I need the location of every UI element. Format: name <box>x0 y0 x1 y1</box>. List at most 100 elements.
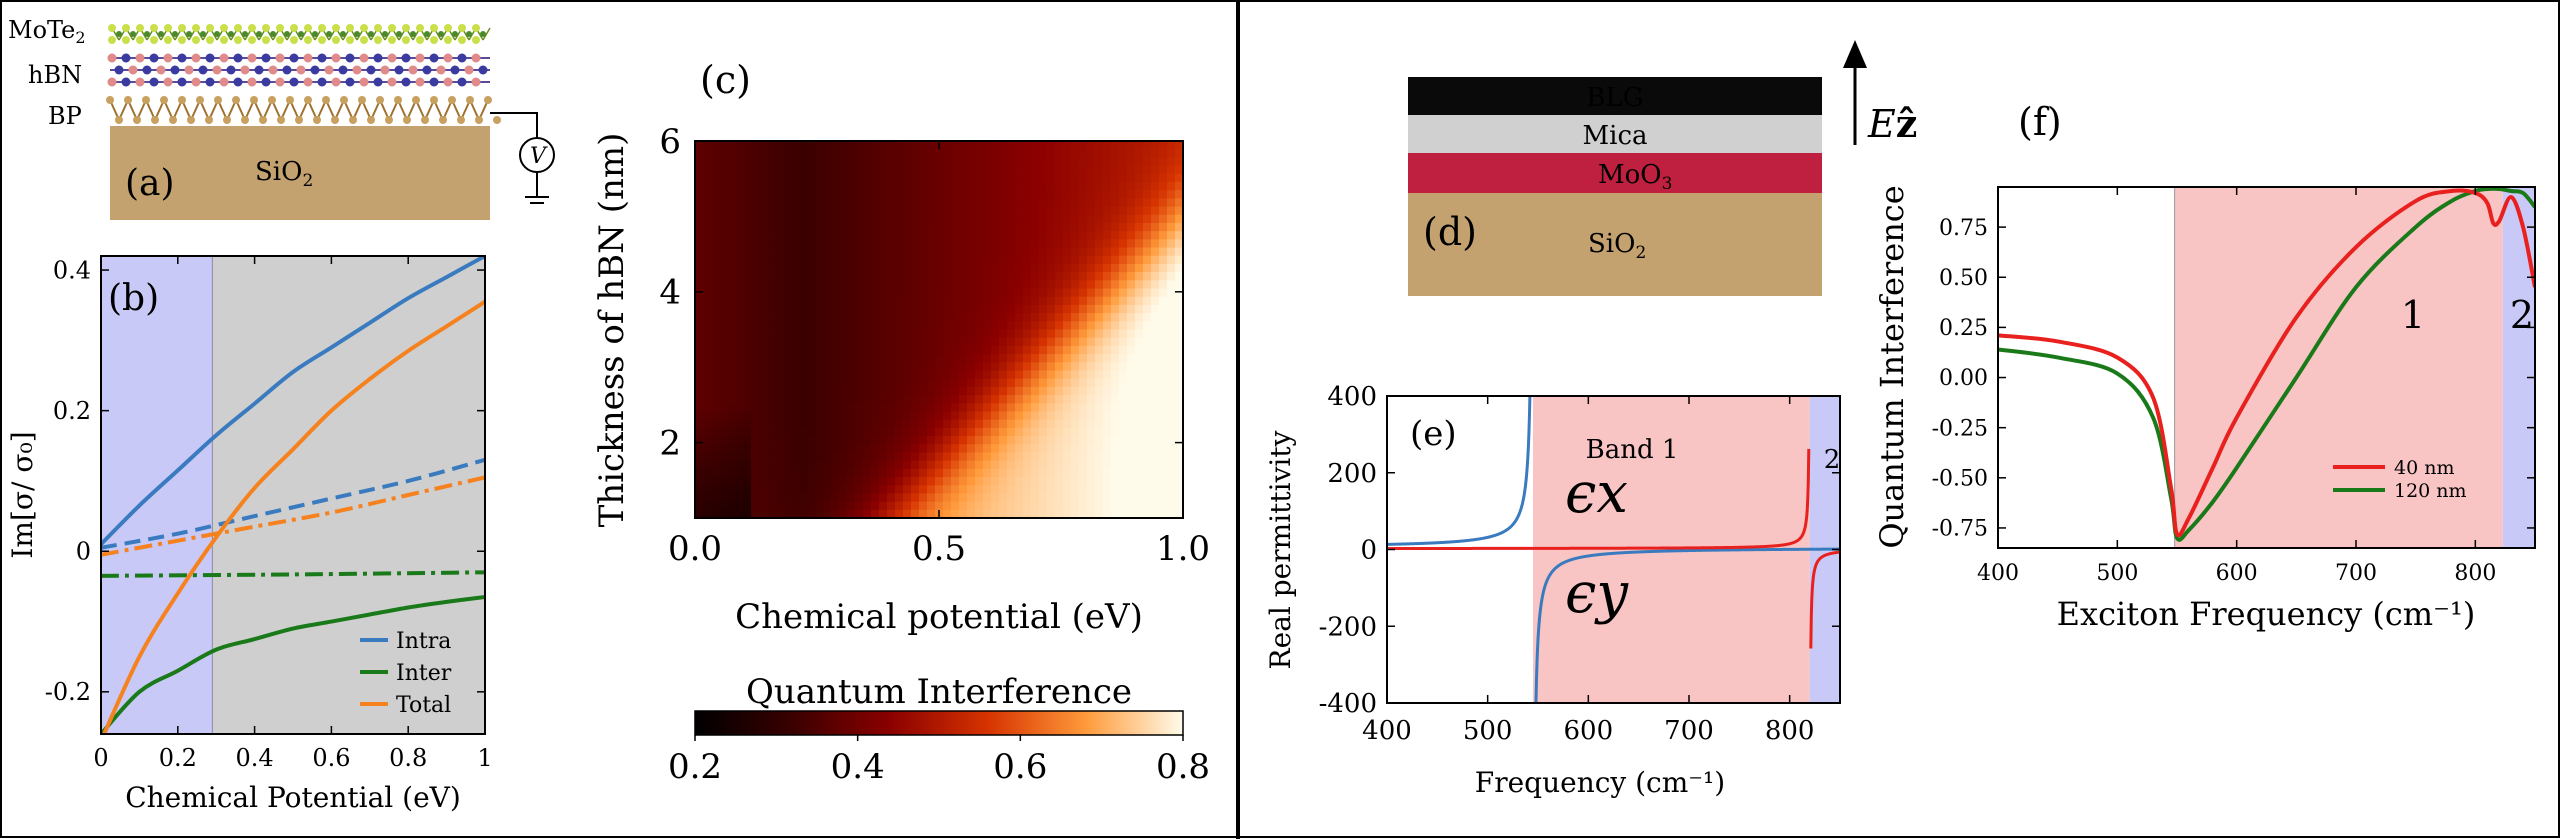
panel-label-f: (f) <box>2018 100 2062 144</box>
heat-cell <box>815 386 824 396</box>
heat-cell <box>1063 395 1072 404</box>
heat-cell <box>1151 165 1160 175</box>
heat-cell <box>1015 444 1024 454</box>
heat-cell <box>1063 181 1072 191</box>
y-tick-label: 0.4 <box>53 256 91 284</box>
y-tick-label: 0.75 <box>1939 216 1988 241</box>
heat-cell <box>1047 345 1056 355</box>
heat-cell <box>879 370 888 380</box>
heat-cell <box>863 411 872 421</box>
heat-cell <box>999 362 1008 372</box>
heat-cell <box>1143 370 1152 380</box>
heat-cell <box>1071 149 1080 158</box>
heat-cell <box>1007 304 1016 314</box>
heat-cell <box>1007 288 1016 298</box>
heat-cell <box>751 313 760 322</box>
heat-cell <box>911 501 920 511</box>
heat-cell <box>743 247 752 257</box>
heat-cell <box>695 477 704 486</box>
heat-cell <box>839 321 848 331</box>
heat-cell <box>951 149 960 158</box>
heat-cell <box>711 288 720 298</box>
heat-cell <box>903 419 912 429</box>
heat-cell <box>1143 288 1152 298</box>
heat-cell <box>1039 296 1048 306</box>
heat-cell <box>1151 378 1160 388</box>
hbn-atom <box>261 77 271 87</box>
heat-cell <box>839 460 848 470</box>
heat-cell <box>775 313 784 322</box>
mote2-atom <box>318 36 326 44</box>
hbn-atom <box>450 65 460 75</box>
heat-cell <box>1031 247 1040 257</box>
heat-cell <box>711 337 720 347</box>
hbn-atom <box>401 53 411 63</box>
heat-cell <box>703 206 712 216</box>
heat-cell <box>783 141 792 150</box>
mote2-atom <box>108 36 116 44</box>
heat-cell <box>807 386 816 396</box>
mote2-atom <box>220 24 228 32</box>
heat-cell <box>1079 222 1088 232</box>
heat-cell <box>823 329 832 339</box>
heat-cell <box>1063 436 1072 445</box>
heat-cell <box>791 436 800 445</box>
heat-cell <box>887 501 896 511</box>
heat-cell <box>775 165 784 175</box>
heat-cell <box>1023 321 1032 331</box>
heat-cell <box>1007 411 1016 421</box>
heat-cell <box>967 239 976 249</box>
heat-cell <box>895 247 904 257</box>
heat-cell <box>1055 231 1064 240</box>
heat-cell <box>1111 296 1120 306</box>
heat-cell <box>815 313 824 322</box>
heat-cell <box>959 206 968 216</box>
sio2-substrate-a <box>110 126 490 220</box>
heat-cell <box>863 452 872 462</box>
heat-cell <box>743 362 752 372</box>
heat-cell <box>959 468 968 478</box>
heat-cell <box>983 386 992 396</box>
b-series-line <box>101 300 485 734</box>
heat-cell <box>799 427 808 437</box>
heat-cell <box>1159 362 1168 372</box>
heat-cell <box>799 263 808 273</box>
heat-cell <box>727 509 736 519</box>
heat-cell <box>727 370 736 380</box>
heat-cell <box>807 403 816 413</box>
e-band2-label: 2 <box>1824 445 1841 475</box>
heat-cell <box>783 509 792 519</box>
heat-cell <box>1103 444 1112 454</box>
heat-cell <box>1007 427 1016 437</box>
heat-cell <box>1031 296 1040 306</box>
heat-cell <box>911 370 920 380</box>
heat-cell <box>951 378 960 388</box>
heat-cell <box>1159 198 1168 208</box>
heat-cell <box>1111 378 1120 388</box>
heat-cell <box>735 280 744 290</box>
heat-cell <box>1111 329 1120 339</box>
heat-cell <box>1015 280 1024 290</box>
heat-cell <box>815 214 824 224</box>
heat-cell <box>791 239 800 249</box>
heat-cell <box>1023 378 1032 388</box>
heat-cell <box>1175 337 1184 347</box>
heat-cell <box>975 427 984 437</box>
heat-cell <box>967 386 976 396</box>
heat-cell <box>735 222 744 232</box>
heat-cell <box>767 395 776 404</box>
heat-cell <box>1087 444 1096 454</box>
x-tick-label: 400 <box>1362 716 1412 746</box>
heat-cell <box>959 141 968 150</box>
heat-cell <box>887 280 896 290</box>
heat-cell <box>823 214 832 224</box>
heat-cell <box>1159 411 1168 421</box>
heat-cell <box>1103 173 1112 183</box>
heat-cell <box>831 141 840 150</box>
heat-cell <box>919 222 928 232</box>
heat-cell <box>1175 460 1184 470</box>
heat-cell <box>879 255 888 265</box>
heat-cell <box>727 493 736 503</box>
heat-cell <box>719 386 728 396</box>
heat-cell <box>1111 460 1120 470</box>
